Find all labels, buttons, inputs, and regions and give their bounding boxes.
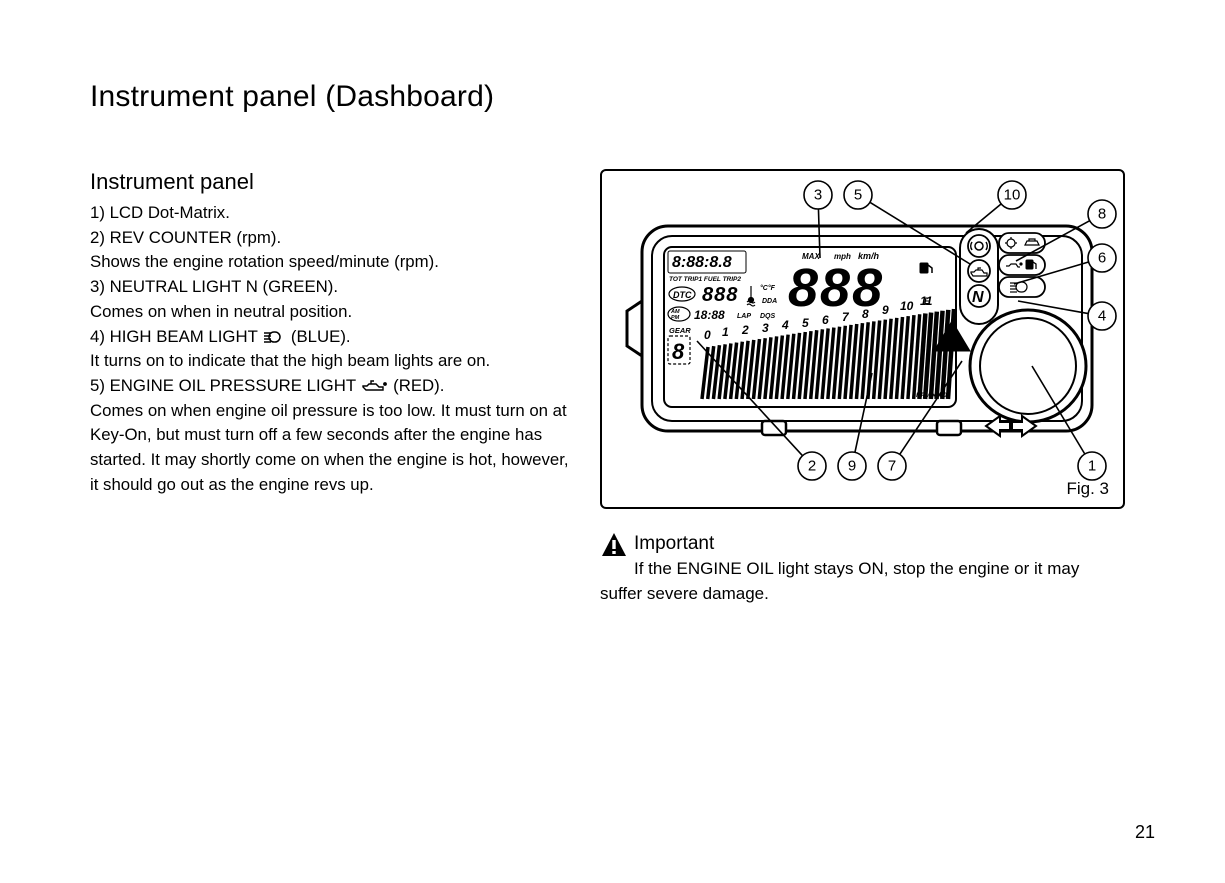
gear-digit: 8 <box>672 339 685 364</box>
page-title: Instrument panel (Dashboard) <box>90 80 1155 114</box>
warning-icon <box>600 531 628 555</box>
svg-text:PM: PM <box>671 315 680 321</box>
callout-number: 4 <box>1098 308 1106 325</box>
line: 5) ENGINE OIL PRESSURE LIGHT (RED). <box>90 374 570 399</box>
callout-number: 8 <box>1098 206 1106 223</box>
line-prefix: 5) ENGINE OIL PRESSURE LIGHT <box>90 376 356 395</box>
temp-unit: °C°F <box>760 284 776 292</box>
dtc-label: DTC <box>673 290 692 300</box>
page-number: 21 <box>1135 822 1155 843</box>
line-suffix: (RED). <box>393 376 444 395</box>
important-note: Important If the ENGINE OIL light stays O… <box>600 531 1125 606</box>
line: 3) NEUTRAL LIGHT N (GREEN). <box>90 275 570 300</box>
line: Shows the engine rotation speed/minute (… <box>90 250 570 275</box>
line: 2) REV COUNTER (rpm). <box>90 226 570 251</box>
speed-digits: 888 <box>788 258 884 318</box>
line: Comes on when engine oil pressure is too… <box>90 399 570 498</box>
neutral-indicator: N <box>972 289 984 306</box>
svg-text:4: 4 <box>781 318 789 332</box>
high-beam-icon <box>262 330 286 344</box>
oil-pressure-icon <box>360 378 388 392</box>
note-body: If the ENGINE OIL light stays ON, stop t… <box>600 559 1079 603</box>
svg-text:0: 0 <box>704 328 711 342</box>
figure-box: 8:88:8.8 TOT TRIP1 FUEL TRIP2 DTC 888 °C… <box>600 169 1125 509</box>
callout-number: 3 <box>814 187 822 204</box>
svg-text:2: 2 <box>741 323 749 337</box>
dqs-label: DQS <box>760 313 776 320</box>
section-subtitle: Instrument panel <box>90 169 570 195</box>
gear-label: GEAR <box>669 326 691 335</box>
svg-text:8: 8 <box>862 307 869 321</box>
callout-number: 5 <box>854 187 862 204</box>
callout-number: 2 <box>808 458 816 475</box>
manual-page: Instrument panel (Dashboard) Instrument … <box>0 0 1225 883</box>
line: 4) HIGH BEAM LIGHT (BLUE). <box>90 325 570 350</box>
important-paragraph: Important If the ENGINE OIL light stays O… <box>600 531 1125 606</box>
svg-text:1: 1 <box>722 325 729 339</box>
left-text-column: Instrument panel 1) LCD Dot-Matrix. 2) R… <box>90 169 570 606</box>
callout-number: 9 <box>848 458 856 475</box>
svg-text:10: 10 <box>900 299 914 313</box>
note-heading: Important <box>634 533 714 554</box>
callout-number: 7 <box>888 458 896 475</box>
body-paragraphs: 1) LCD Dot-Matrix. 2) REV COUNTER (rpm).… <box>90 201 570 497</box>
svg-text:9: 9 <box>882 303 889 317</box>
line: It turns on to indicate that the high be… <box>90 349 570 374</box>
svg-text:3: 3 <box>762 321 769 335</box>
clock-digits: 18:88 <box>694 308 725 322</box>
right-column: 8:88:8.8 TOT TRIP1 FUEL TRIP2 DTC 888 °C… <box>600 169 1125 606</box>
two-column-layout: Instrument panel 1) LCD Dot-Matrix. 2) R… <box>90 169 1155 606</box>
dda-label: DDA <box>762 298 777 305</box>
svg-text:6: 6 <box>822 313 829 327</box>
callout-number: 10 <box>1004 187 1021 204</box>
rpm-unit: RPM x1000 <box>916 392 951 399</box>
trip-label: TOT TRIP1 FUEL TRIP2 <box>669 276 741 283</box>
trip-digits: 8:88:8.8 <box>672 254 732 271</box>
figure-caption: Fig. 3 <box>1066 479 1109 499</box>
line: 1) LCD Dot-Matrix. <box>90 201 570 226</box>
dashboard-illustration: 8:88:8.8 TOT TRIP1 FUEL TRIP2 DTC 888 °C… <box>602 171 1125 509</box>
line-suffix: (BLUE). <box>291 327 351 346</box>
line: Comes on when in neutral position. <box>90 300 570 325</box>
callout-number: 6 <box>1098 250 1106 267</box>
dtc-digits: 888 <box>702 284 738 306</box>
lap-label: LAP <box>737 313 751 320</box>
line-prefix: 4) HIGH BEAM LIGHT <box>90 327 258 346</box>
svg-text:5: 5 <box>802 316 809 330</box>
callout-number: 1 <box>1088 458 1096 475</box>
control-knob-inner <box>980 318 1076 414</box>
svg-text:11: 11 <box>920 294 933 308</box>
